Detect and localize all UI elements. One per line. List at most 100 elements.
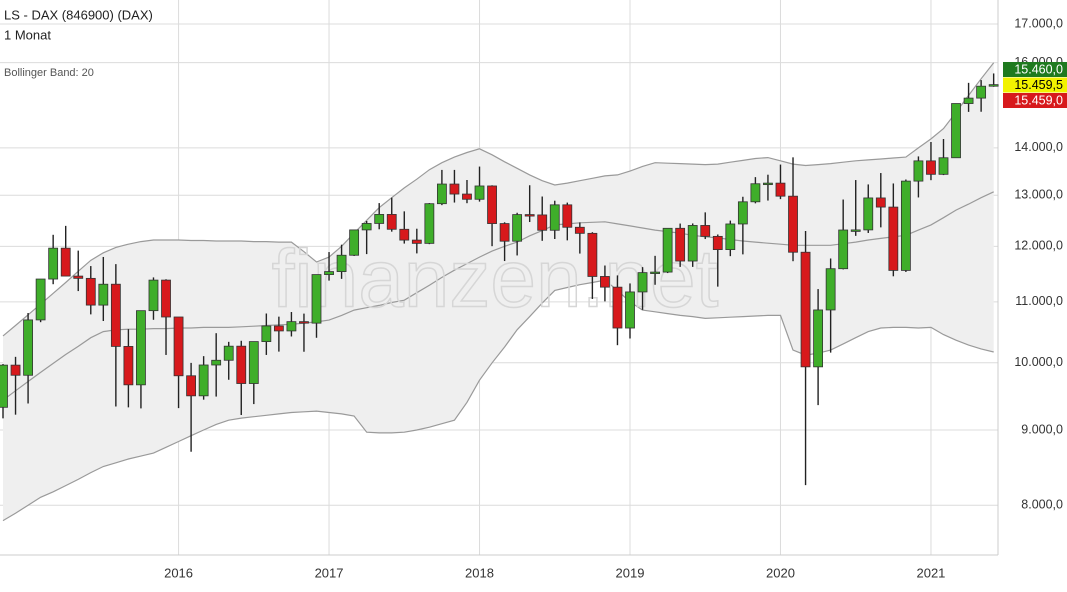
band-line [2, 62, 995, 337]
candle-body [73, 275, 84, 279]
candle-body [938, 157, 949, 175]
candle-body [988, 84, 999, 87]
candle-body [662, 227, 673, 273]
candle-body [913, 160, 924, 182]
candle-body [23, 319, 33, 376]
candle-body [587, 232, 598, 277]
candle-body [148, 279, 159, 312]
candles-layer [0, 73, 999, 486]
y-tick-label: 11.000,0 [1015, 294, 1063, 308]
candle-body [637, 272, 648, 293]
y-tick-label: 17.000,0 [1014, 16, 1063, 30]
candle-body [537, 214, 548, 231]
price-label-box [1003, 77, 1067, 93]
candle-body [424, 203, 435, 244]
candle-body [725, 223, 736, 250]
candle-body [324, 271, 334, 275]
candle-body [775, 182, 786, 197]
y-tick-label: 10.000,0 [1014, 355, 1063, 369]
candle-body [273, 325, 284, 332]
candle-body [888, 206, 899, 271]
candle-body [900, 180, 911, 271]
band-area [3, 62, 994, 521]
chart-title: LS - DAX (846900) (DAX) [4, 7, 153, 22]
candle-body [198, 364, 209, 397]
candle-body [436, 183, 447, 205]
candle-body [612, 286, 623, 329]
candle-body [85, 277, 96, 306]
candle-body [487, 185, 497, 224]
candle-body [161, 279, 171, 318]
candle-body [813, 309, 823, 368]
candle-body [311, 274, 322, 324]
candle-body [123, 346, 134, 386]
candle-body [800, 251, 811, 368]
indicator-label: Bollinger Band: 20 [4, 67, 94, 79]
candle-body [574, 226, 585, 234]
candle-body [261, 325, 272, 342]
x-tick-label: 2018 [465, 565, 494, 580]
axis-layer: 8.000,0 9.000,0 10.000,0 11.000,0 12.000,0 13… [164, 16, 1067, 580]
candle-body [173, 316, 184, 377]
candle-body [524, 214, 535, 217]
y-tick-label: 12.000,0 [1014, 239, 1063, 253]
candle-body [499, 223, 510, 242]
candle-body [712, 235, 723, 250]
candle-body [838, 229, 849, 270]
candle-body [35, 278, 46, 321]
candle-body [248, 341, 259, 384]
candle-body [763, 182, 773, 186]
band-line [2, 279, 994, 522]
candle-body [600, 276, 610, 288]
price-label: 15.459,0 [1014, 93, 1063, 107]
candle-body [236, 345, 247, 384]
candle-body [48, 247, 59, 280]
candle-body [850, 229, 861, 232]
candle-body [625, 291, 635, 329]
watermark: finanzen.net [272, 234, 719, 325]
candle-body [374, 214, 385, 224]
candle-body [286, 321, 297, 332]
candle-body [875, 197, 886, 208]
candle-body [0, 364, 8, 408]
candle-body [562, 204, 573, 228]
candle-body [863, 197, 874, 231]
candle-body [512, 214, 523, 242]
candle-body [549, 204, 560, 231]
price-label: 15.460,0 [1014, 62, 1063, 76]
candle-body [98, 283, 109, 306]
price-label: 15.459,5 [1014, 78, 1063, 92]
candle-body [60, 247, 71, 277]
price-label-box [1003, 93, 1067, 108]
candle-body [675, 227, 686, 262]
x-tick-label: 2019 [616, 565, 645, 580]
x-tick-label: 2017 [315, 565, 344, 580]
candle-body [223, 345, 234, 361]
candle-body [700, 225, 711, 237]
candle-body [650, 271, 660, 274]
chart-subtitle: 1 Monat [4, 27, 51, 42]
price-label-box [1003, 62, 1067, 77]
candle-body [186, 375, 197, 397]
candle-body [951, 103, 961, 159]
band-layer [2, 62, 995, 522]
band-line [2, 191, 994, 401]
candle-body [737, 201, 748, 225]
candle-body [687, 225, 698, 262]
candle-body [349, 229, 360, 256]
candle-body [336, 254, 347, 272]
candle-body [449, 183, 460, 195]
candle-body [976, 85, 987, 99]
candle-body [10, 364, 21, 376]
candle-body [299, 321, 309, 324]
candle-body [462, 193, 472, 200]
y-tick-label: 9.000,0 [1021, 422, 1063, 436]
candle-body [361, 223, 372, 231]
candle-body [963, 97, 974, 104]
candle-body [926, 160, 936, 175]
candle-body [474, 185, 485, 200]
candle-body [825, 268, 836, 311]
y-tick-label: 13.000,0 [1014, 188, 1063, 202]
candle-body [211, 359, 222, 366]
candle-body [136, 310, 146, 386]
